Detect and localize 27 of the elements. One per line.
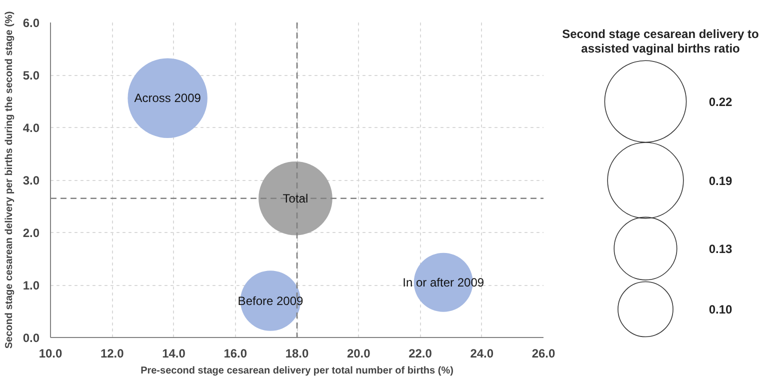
series-label: Across 2009	[134, 91, 202, 106]
series-label: Total	[282, 191, 308, 206]
y-tick-label: 3.0	[22, 174, 40, 188]
x-tick-label: 14.0	[162, 346, 186, 360]
legend-label: 0.22	[708, 94, 733, 109]
series-label: Before 2009	[238, 294, 304, 308]
x-tick-label: 18.0	[285, 346, 310, 360]
x-tick-label: 24.0	[470, 346, 494, 360]
y-tick-label: 6.0	[22, 16, 40, 30]
x-axis-title: Pre-second stage cesarean delivery per total number of births (%)	[140, 366, 454, 376]
y-tick-label: 1.0	[22, 278, 40, 292]
series-label: In or after 2009	[402, 275, 484, 290]
y-tick-label: 5.0	[22, 68, 40, 82]
y-axis-title: Second stage cesarean delivery per births during the second stage (%)	[4, 11, 15, 349]
x-tick-label: 10.0	[38, 346, 63, 360]
x-tick-label: 16.0	[224, 346, 248, 360]
legend-label: 0.19	[708, 174, 733, 188]
y-tick-label: 4.0	[22, 121, 40, 135]
x-tick-label: 26.0	[532, 346, 556, 360]
x-tick-label: 12.0	[100, 346, 124, 360]
y-tick-label: 2.0	[22, 226, 40, 240]
y-tick-label: 0.0	[22, 331, 40, 345]
legend-label: 0.10	[708, 302, 733, 317]
x-tick-label: 20.0	[346, 346, 371, 360]
legend-title: Second stage cesarean delivery to assisted vaginal births ratio	[562, 27, 759, 56]
x-tick-label: 22.0	[408, 346, 432, 360]
legend-label: 0.13	[708, 242, 733, 256]
